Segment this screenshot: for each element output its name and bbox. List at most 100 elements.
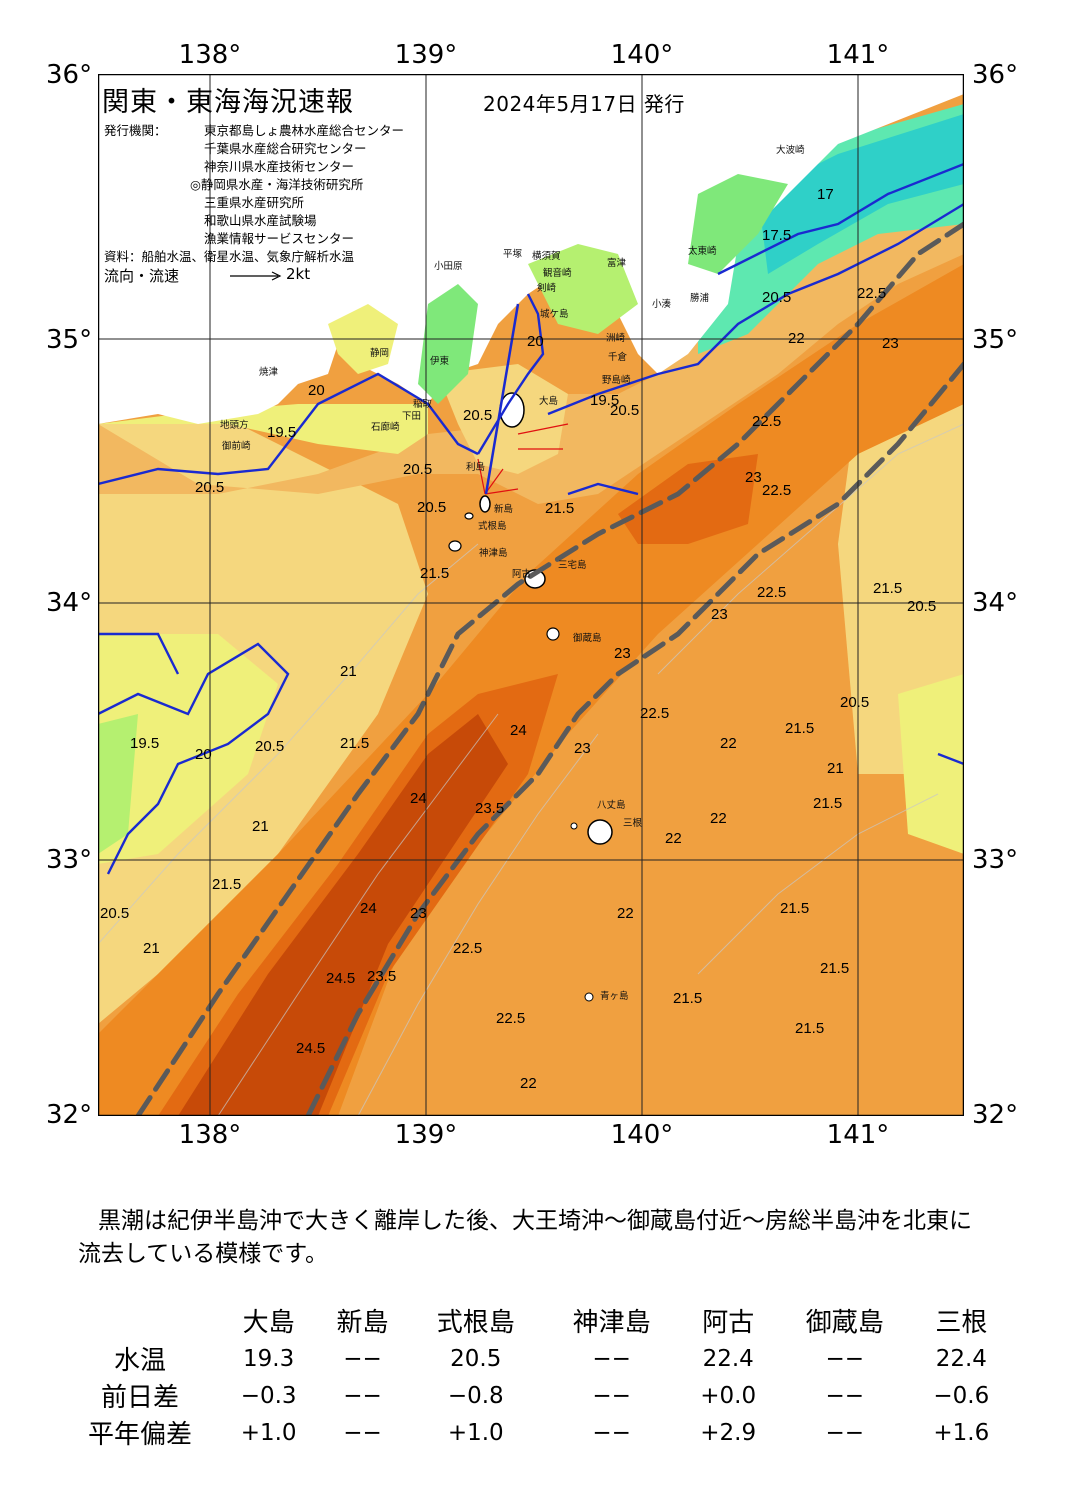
isotherm-label: 21 xyxy=(143,940,160,957)
isotherm-label: 20.5 xyxy=(417,499,447,516)
table-cell: 22.4 xyxy=(935,1345,987,1372)
island-hachijojima xyxy=(587,819,613,845)
zone-17-kashima xyxy=(758,114,964,274)
place-label: 御蔵島 xyxy=(573,633,602,644)
institution: 神奈川県水産技術センター xyxy=(204,159,355,174)
flow-track xyxy=(484,303,520,495)
table-row: 平年偏差 +1.0 −− +1.0 −− +2.9 −− +1.6 xyxy=(60,1414,1010,1451)
isotherm-label: 21.5 xyxy=(212,876,242,893)
issue-date: 2024年5月17日 発行 xyxy=(483,92,685,116)
kuroshio-north-edge xyxy=(135,221,964,1116)
isotherm-label: 20.5 xyxy=(762,289,792,306)
table-cell: −− xyxy=(343,1382,382,1409)
place-label: 三宅島 xyxy=(558,560,587,571)
place-label: 焼津 xyxy=(259,367,279,378)
place-label: 三根 xyxy=(623,818,643,829)
isotherm-20-sagami xyxy=(476,293,545,455)
isotherm-label: 20.5 xyxy=(403,461,433,478)
island-niijima xyxy=(479,495,491,513)
isotherm-label: 22.5 xyxy=(857,285,887,302)
isotherm-label: 20 xyxy=(308,382,325,399)
isotherm-label: 24.5 xyxy=(326,970,356,987)
isotherm-label: 23 xyxy=(410,905,427,922)
lat-label-right: 33° xyxy=(972,845,1019,875)
isotherm-label: 20 xyxy=(527,333,544,350)
island-hachijokojima xyxy=(570,822,578,830)
lat-label-left: 36° xyxy=(46,60,93,90)
institution: 漁業情報サービスセンター xyxy=(204,231,355,246)
isotherm-label: 17.5 xyxy=(762,227,792,244)
zone-19-5-west xyxy=(98,714,138,854)
table-cell: −− xyxy=(592,1382,631,1409)
lon-label-top: 141° xyxy=(826,40,890,70)
table-header-row: 大島 新島 式根島 神津島 阿古 御蔵島 三根 xyxy=(60,1300,1010,1340)
table-cell: −− xyxy=(825,1419,865,1446)
place-label: 静岡 xyxy=(370,348,390,359)
isotherm-label: 23 xyxy=(745,469,762,486)
place-label: 阿古 xyxy=(512,569,532,580)
flow-scale-value: 2kt xyxy=(286,265,311,283)
isotherm-label: 22.5 xyxy=(752,413,782,430)
lat-label-right: 35° xyxy=(972,325,1019,355)
zone-23-east-eddy xyxy=(618,454,758,544)
place-label: 富津 xyxy=(607,258,627,269)
place-label: 小湊 xyxy=(652,299,672,310)
island-shikinejima xyxy=(464,512,474,520)
lon-label-top: 139° xyxy=(394,40,458,70)
isotherm-label: 21.5 xyxy=(420,565,450,582)
isotherm-label: 22 xyxy=(617,905,634,922)
isotherm-label: 22.5 xyxy=(640,705,670,722)
place-label: 利島 xyxy=(466,462,486,473)
table-col-header: 神津島 xyxy=(572,1307,651,1338)
minor-isotherm-d xyxy=(657,423,964,675)
lon-label-bottom: 140° xyxy=(610,1120,674,1150)
isotherm-label: 21.5 xyxy=(340,735,370,752)
isotherm-label: 22.5 xyxy=(496,1010,526,1027)
isotherm-label: 22 xyxy=(720,735,737,752)
isotherm-label: 17 xyxy=(817,186,834,203)
isotherm-label: 21.5 xyxy=(795,1020,825,1037)
table-row: 水温 19.3 −− 20.5 −− 22.4 −− 22.4 xyxy=(60,1340,1010,1377)
isotherm-label: 21 xyxy=(252,818,269,835)
isotherm-20-east xyxy=(937,752,964,766)
station-table: 大島 新島 式根島 神津島 阿古 御蔵島 三根 水温 19.3 −− 20.5 … xyxy=(60,1300,1010,1451)
place-label: 大島 xyxy=(539,396,559,407)
place-label: 石廊崎 xyxy=(371,422,400,433)
isotherm-label: 22.5 xyxy=(757,584,787,601)
table-cell: +1.0 xyxy=(240,1419,297,1446)
isotherm-label: 20.5 xyxy=(463,407,493,424)
isotherm-label: 21 xyxy=(340,663,357,680)
table-cell: 22.4 xyxy=(702,1345,754,1372)
flow-arrows xyxy=(477,423,569,495)
table-cell: −0.3 xyxy=(240,1382,297,1409)
table-col-header: 阿古 xyxy=(702,1307,755,1338)
place-label: 式根島 xyxy=(478,521,507,532)
lon-label-top: 138° xyxy=(178,40,242,70)
lat-label-left: 35° xyxy=(46,325,93,355)
place-label: 勝浦 xyxy=(690,293,710,304)
lon-label-top: 140° xyxy=(610,40,674,70)
table-cell: −− xyxy=(592,1419,631,1446)
minor-isotherm-b xyxy=(217,713,499,1116)
isotherm-label: 21.5 xyxy=(873,580,903,597)
zone-20-east xyxy=(898,674,964,854)
place-label: 千倉 xyxy=(608,352,628,363)
isotherm-label: 23 xyxy=(614,645,631,662)
isotherm-label: 20.5 xyxy=(840,694,870,711)
isotherm-20 xyxy=(98,372,479,486)
land-izu-green xyxy=(418,284,478,404)
isotherm-label: 21.5 xyxy=(785,720,815,737)
table-cell: −− xyxy=(592,1345,631,1372)
isotherm-label: 23.5 xyxy=(367,968,397,985)
minor-isotherm-c xyxy=(357,733,599,1116)
table-cell: 19.3 xyxy=(243,1345,295,1372)
table-cell: −0.6 xyxy=(933,1382,990,1409)
lat-label-right: 34° xyxy=(972,588,1019,618)
place-label: 観音崎 xyxy=(543,268,572,279)
place-label: 洲崎 xyxy=(606,333,626,344)
isotherm-label: 24.5 xyxy=(296,1040,326,1057)
isotherm-label: 21.5 xyxy=(673,990,703,1007)
isotherm-label: 23 xyxy=(882,335,899,352)
table-cell: −− xyxy=(343,1419,382,1446)
isotherms xyxy=(98,162,964,875)
